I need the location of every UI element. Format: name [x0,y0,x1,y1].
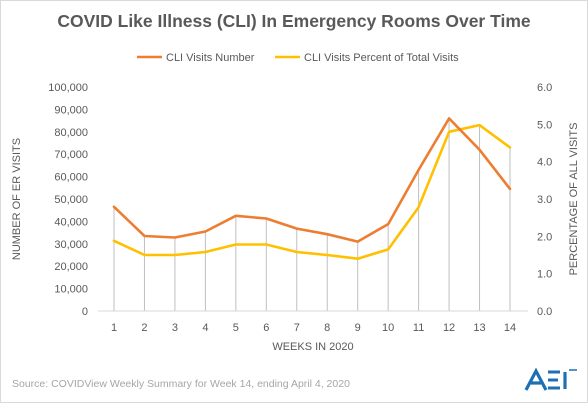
y-right-tick-label: 0.0 [537,306,552,318]
chart-title: COVID Like Illness (CLI) In Emergency Ro… [57,11,531,31]
y-left-tick-label: 10,000 [54,284,88,296]
y-right-tick-label: 5.0 [537,119,552,131]
y-axis-right-title: PERCENTAGE OF ALL VISITS [568,123,580,276]
legend-label-number: CLI Visits Number [166,52,255,64]
y-left-tick-label: 80,000 [54,127,88,139]
y-left-tick-label: 90,000 [54,104,88,116]
x-tick-label: 5 [233,322,239,334]
y-right-tick-label: 4.0 [537,157,552,169]
y-left-tick-label: 60,000 [54,172,88,184]
y-right-tick-label: 1.0 [537,269,552,281]
series-line-percent [112,123,512,261]
y-right-tick-label: 2.0 [537,231,552,243]
y-right-tick-label: 3.0 [537,194,552,206]
legend: CLI Visits Number CLI Visits Percent of … [137,52,459,64]
legend-label-percent: CLI Visits Percent of Total Visits [304,52,459,64]
y-right-tick-label: 6.0 [537,82,552,94]
y-left-tick-label: 30,000 [54,239,88,251]
series-lines [112,117,512,261]
x-tick-label: 4 [202,322,208,334]
y-left-tick-label: 70,000 [54,149,88,161]
x-tick-label: 6 [263,322,269,334]
x-axis-title: WEEKS IN 2020 [272,341,353,353]
y-axis-left-title: NUMBER OF ER VISITS [11,138,23,260]
y-axis-right-ticks: 0.0 1.0 2.0 3.0 4.0 5.0 6.0 [537,82,552,318]
x-tick-label: 14 [504,322,516,334]
x-axis-ticks: 1 2 3 4 5 6 7 8 9 10 11 12 13 14 [111,322,516,334]
y-left-tick-label: 50,000 [54,194,88,206]
y-left-tick-label: 0 [82,306,88,318]
x-tick-label: 12 [443,322,455,334]
x-tick-label: 2 [141,322,147,334]
x-tick-label: 3 [172,322,178,334]
aei-logo [524,368,577,391]
x-tick-label: 8 [324,322,330,334]
y-left-tick-label: 20,000 [54,261,88,273]
x-tick-label: 11 [413,322,424,334]
source-note: Source: COVIDView Weekly Summary for Wee… [12,378,350,390]
x-tick-label: 13 [473,322,485,334]
series-line-number [112,117,512,243]
x-tick-label: 1 [111,322,117,334]
x-tick-label: 10 [382,322,394,334]
y-left-tick-label: 40,000 [54,216,88,228]
drop-lines [113,118,511,311]
x-tick-label: 9 [355,322,361,334]
y-left-tick-label: 100,000 [48,82,88,94]
x-tick-label: 7 [294,322,300,334]
y-axis-left-ticks: 0 10,000 20,000 30,000 40,000 50,000 60,000 70,… [48,82,88,318]
